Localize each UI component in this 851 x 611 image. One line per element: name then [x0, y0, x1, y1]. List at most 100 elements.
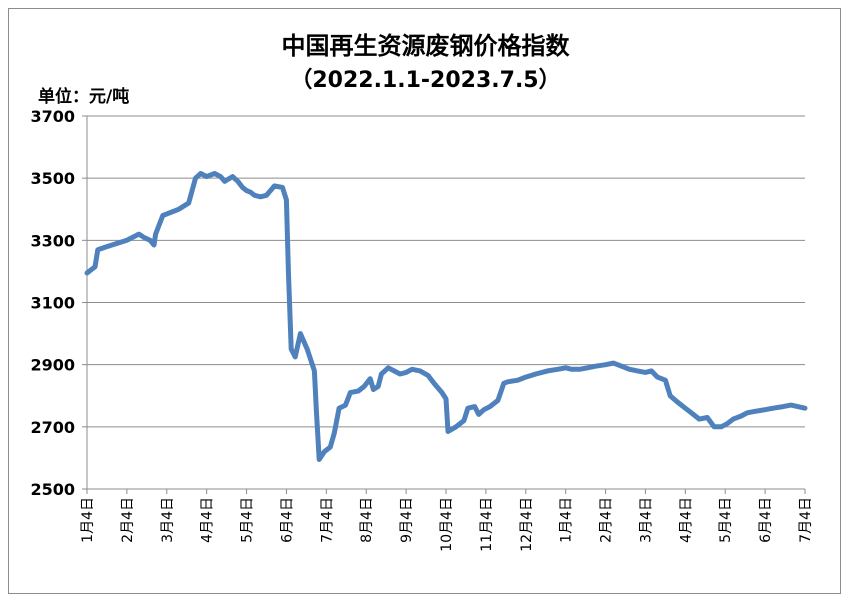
x-tick-label: 9月4日: [399, 497, 415, 543]
data-point: [705, 416, 709, 419]
data-point: [105, 245, 109, 249]
data-point: [446, 430, 450, 433]
data-point: [337, 406, 341, 410]
data-point: [496, 398, 500, 402]
data-point: [165, 212, 169, 216]
data-point: [177, 207, 181, 211]
x-tick-label: 8月4日: [359, 497, 375, 543]
data-point: [683, 406, 687, 410]
data-point: [148, 238, 152, 242]
data-point: [187, 201, 191, 205]
data-point: [454, 425, 458, 429]
data-point: [356, 389, 360, 393]
x-tick-label: 2月4日: [120, 497, 136, 543]
data-point: [293, 355, 297, 359]
axes: [82, 115, 806, 494]
data-point: [236, 179, 240, 183]
data-point: [194, 176, 197, 180]
x-tick-label: 3月4日: [160, 497, 176, 543]
data-point: [604, 363, 608, 367]
y-unit-label: 单位：元/吨: [38, 87, 130, 107]
chart-title: 中国再生资源废钢价格指数: [281, 32, 570, 60]
data-point: [273, 184, 276, 188]
data-point: [643, 370, 647, 374]
data-point: [213, 172, 217, 175]
data-point: [432, 381, 436, 385]
data-point: [231, 175, 235, 179]
data-point: [96, 248, 100, 252]
data-point: [404, 370, 408, 374]
data-point: [245, 189, 249, 193]
data-point: [93, 265, 97, 269]
data-point: [462, 419, 466, 423]
data-point: [223, 179, 227, 183]
data-point: [344, 403, 347, 407]
x-tick-label: 12月4日: [519, 497, 535, 552]
x-tick-label: 7月4日: [798, 497, 814, 543]
data-point: [169, 210, 173, 214]
y-tick-label: 2900: [30, 356, 75, 375]
data-point: [473, 405, 477, 409]
x-tick-label: 6月4日: [279, 497, 295, 543]
data-point: [259, 195, 262, 199]
y-tick-label: 3500: [30, 169, 75, 188]
data-point: [265, 193, 268, 197]
data-point: [506, 380, 510, 384]
data-point: [154, 232, 158, 236]
data-point: [546, 369, 550, 373]
chart-subtitle: （2022.1.1-2023.7.5）: [290, 68, 561, 93]
data-point: [305, 347, 309, 351]
x-axis-ticks: 1月4日 2月4日 3月4日 4月4日 5月4日 6月4日 7月4日 8月4日 9月4日 10月4…: [80, 497, 814, 552]
data-point: [362, 384, 366, 388]
data-point: [199, 172, 203, 175]
data-point: [482, 408, 486, 412]
data-point: [317, 458, 321, 461]
data-point: [312, 369, 316, 373]
x-tick-label: 10月4日: [439, 497, 455, 552]
data-point: [731, 417, 735, 421]
x-tick-label: 7月4日: [319, 497, 335, 543]
data-point: [253, 193, 256, 197]
data-point: [348, 391, 352, 395]
series-group: [84, 171, 808, 462]
data-point: [392, 369, 396, 373]
data-point: [564, 366, 568, 370]
x-tick-label: 1月4日: [80, 497, 96, 543]
data-point: [712, 425, 716, 429]
data-point: [649, 369, 653, 373]
data-point: [332, 431, 336, 435]
data-point: [85, 271, 89, 275]
data-point: [524, 375, 528, 379]
data-point: [426, 374, 430, 377]
data-point: [328, 445, 332, 449]
data-point: [502, 381, 506, 385]
data-point: [281, 186, 284, 189]
data-point: [289, 347, 293, 351]
data-point: [668, 394, 672, 398]
x-tick-label: 4月4日: [200, 497, 216, 543]
chart-frame: [8, 8, 841, 594]
data-point: [314, 409, 318, 413]
data-point: [781, 405, 785, 409]
data-point: [739, 414, 743, 418]
data-point: [249, 190, 252, 194]
data-point: [570, 367, 574, 371]
x-tick-label: 5月4日: [718, 497, 734, 543]
data-point: [125, 238, 129, 242]
x-tick-label: 5月4日: [240, 497, 256, 543]
gridlines: [87, 115, 805, 428]
data-point: [410, 367, 414, 371]
data-point: [368, 377, 372, 381]
data-point: [152, 243, 156, 247]
x-tick-label: 2月4日: [599, 497, 615, 543]
data-point: [398, 372, 402, 376]
data-point: [137, 232, 141, 236]
data-point: [284, 198, 288, 202]
data-point: [803, 406, 807, 410]
data-point: [719, 425, 723, 429]
data-point: [418, 369, 422, 373]
data-point: [663, 378, 667, 382]
x-tick-label: 11月4日: [479, 497, 495, 552]
data-point: [142, 235, 146, 239]
